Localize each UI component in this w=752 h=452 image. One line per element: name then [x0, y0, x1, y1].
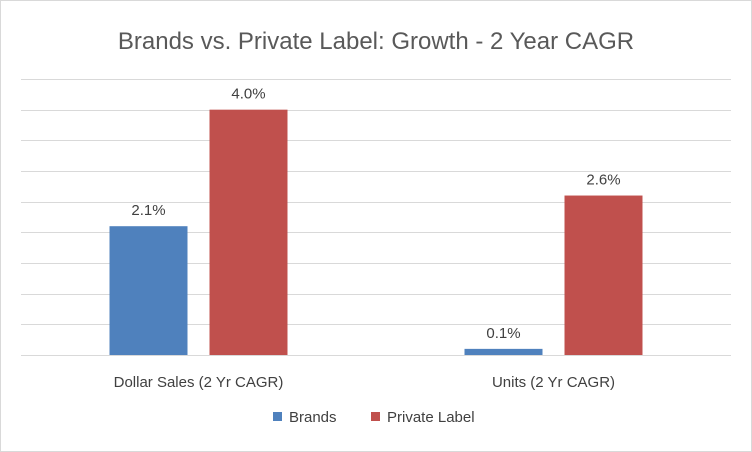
- bar-private-label-0: [209, 109, 288, 356]
- legend-swatch-brands: [273, 412, 282, 421]
- category-label-0: Dollar Sales (2 Yr CAGR): [114, 374, 284, 391]
- data-label-private-label-1: 2.6%: [586, 172, 620, 189]
- category-label-1: Units (2 Yr CAGR): [492, 374, 615, 391]
- bar-private-label-1: [564, 195, 643, 355]
- legend-label-private-label: Private Label: [387, 409, 475, 426]
- data-label-brands-1: 0.1%: [486, 325, 520, 342]
- legend: Brands Private Label: [273, 409, 475, 426]
- legend-swatch-private-label: [371, 412, 380, 421]
- bar-brands-0: [109, 226, 188, 355]
- bars: [109, 109, 643, 356]
- legend-label-brands: Brands: [289, 409, 337, 426]
- data-label-brands-0: 2.1%: [131, 202, 165, 219]
- chart-title: Brands vs. Private Label: Growth - 2 Yea…: [118, 28, 634, 55]
- data-label-private-label-0: 4.0%: [231, 86, 265, 103]
- bar-brands-1: [464, 348, 543, 355]
- category-labels: Dollar Sales (2 Yr CAGR) Units (2 Yr CAGR…: [114, 374, 615, 391]
- data-labels: 2.1% 4.0% 0.1% 2.6%: [131, 86, 620, 342]
